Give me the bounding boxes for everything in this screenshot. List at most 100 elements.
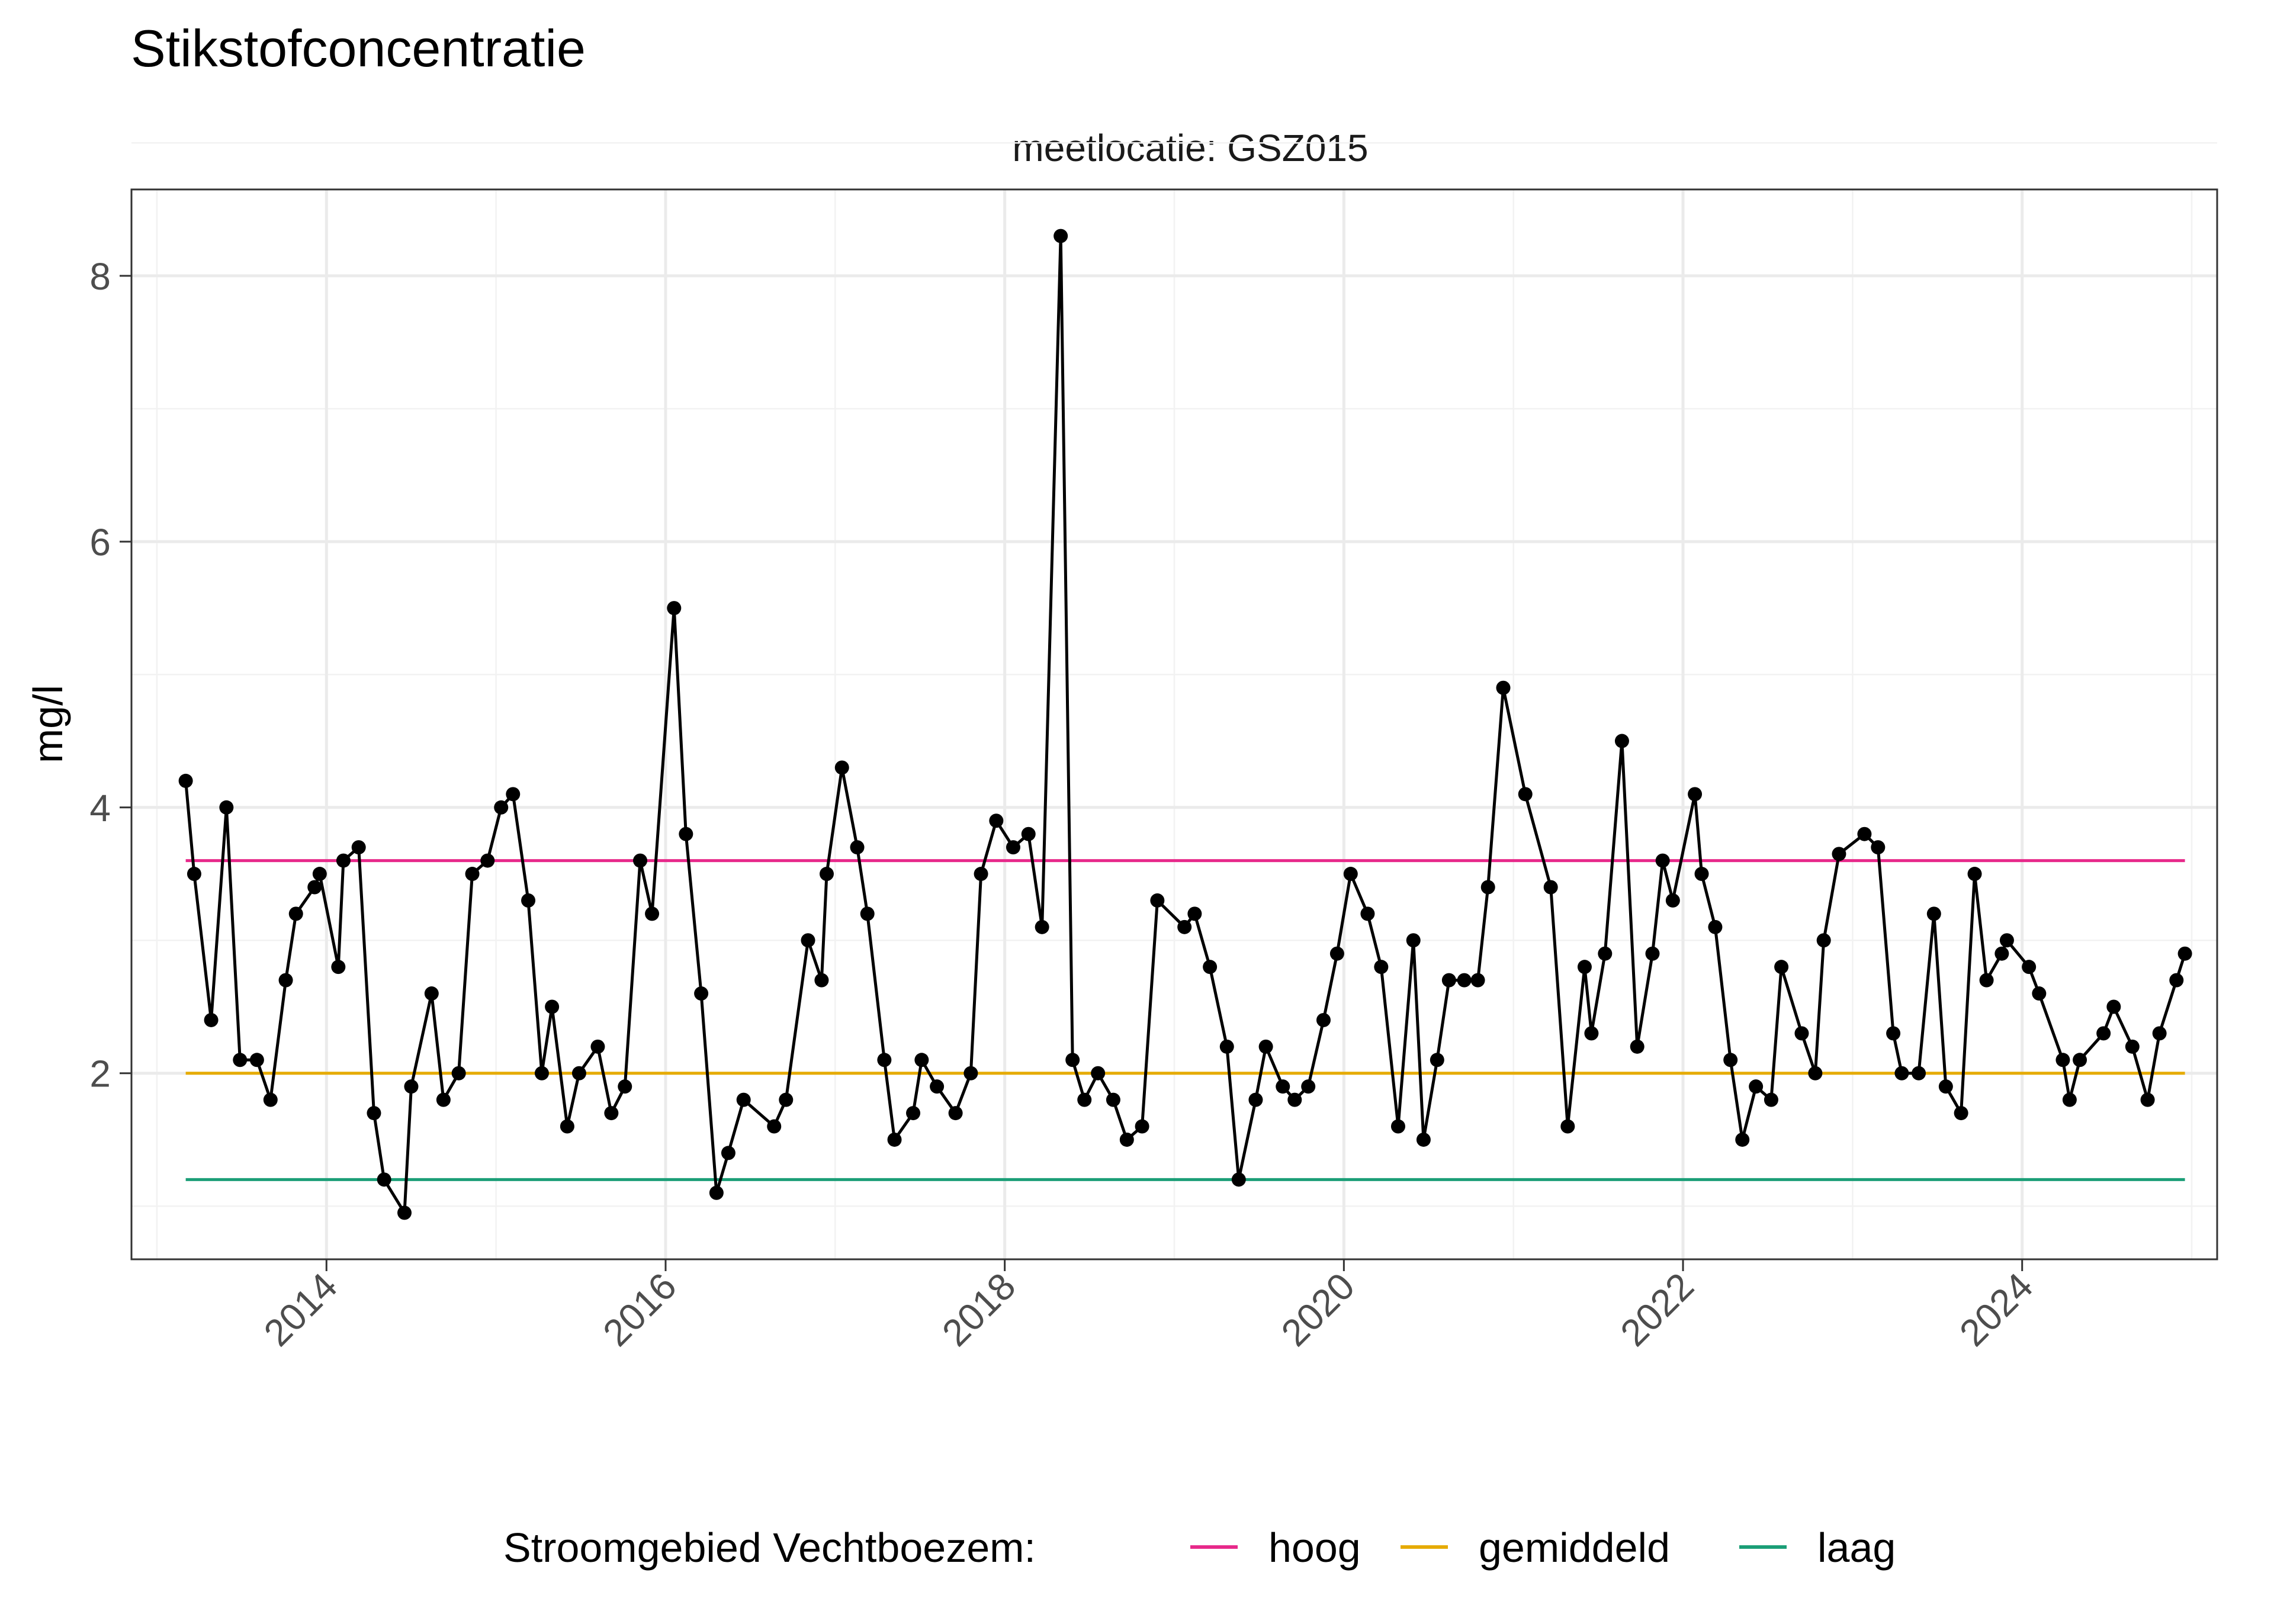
data-point <box>667 601 682 616</box>
data-point <box>367 1106 381 1121</box>
data-point <box>1979 973 1994 988</box>
data-point <box>633 853 648 868</box>
data-point <box>887 1132 902 1147</box>
data-point <box>1441 973 1456 988</box>
data-point <box>178 773 193 788</box>
data-point <box>948 1106 963 1121</box>
data-point <box>1871 840 1886 855</box>
data-point <box>834 760 849 775</box>
data-point <box>767 1119 782 1134</box>
data-point <box>850 840 865 855</box>
data-point <box>1808 1066 1823 1080</box>
x-tick-label: 2024 <box>1951 1265 2041 1355</box>
data-point <box>494 800 509 815</box>
data-point <box>1316 1012 1331 1027</box>
data-point <box>2096 1026 2111 1041</box>
data-point <box>263 1092 278 1107</box>
data-point <box>1708 919 1723 934</box>
data-point <box>1329 946 1344 961</box>
data-point <box>1231 1172 1246 1187</box>
data-point <box>2032 986 2047 1001</box>
data-point <box>1749 1079 1764 1094</box>
data-point <box>1065 1053 1080 1067</box>
data-point <box>1886 1026 1901 1041</box>
data-point <box>1926 906 1941 921</box>
chart-subtitle: meetlocatie: GSZ015 <box>1012 127 1368 169</box>
data-point <box>1203 960 1218 975</box>
data-point <box>1735 1132 1750 1147</box>
data-point <box>1406 933 1421 948</box>
data-point <box>336 853 351 868</box>
data-point <box>1390 1119 1405 1134</box>
data-point <box>2055 1053 2070 1067</box>
data-point <box>801 933 815 948</box>
data-point <box>963 1066 978 1080</box>
data-point <box>1954 1106 1968 1121</box>
data-point <box>424 986 439 1001</box>
data-point <box>1832 847 1846 861</box>
x-tick-label: 2022 <box>1612 1265 1702 1355</box>
data-point <box>249 1053 264 1067</box>
data-point <box>2125 1039 2140 1054</box>
data-point <box>397 1205 412 1220</box>
legend-label-hoog: hoog <box>1268 1525 1361 1571</box>
data-point <box>645 906 660 921</box>
data-point <box>1994 946 2009 961</box>
chart-title: Stikstofconcentratie <box>131 19 586 78</box>
data-point <box>820 867 834 882</box>
data-point <box>1106 1092 1120 1107</box>
data-point <box>1360 906 1375 921</box>
data-point <box>736 1092 751 1107</box>
legend-title: Stroomgebied Vechtboezem: <box>503 1525 1036 1571</box>
data-point <box>545 999 560 1014</box>
y-tick-label: 2 <box>89 1053 111 1095</box>
data-point <box>914 1053 929 1067</box>
data-point <box>694 986 709 1001</box>
data-point <box>1287 1092 1302 1107</box>
data-point <box>2073 1053 2087 1067</box>
data-point <box>560 1119 574 1134</box>
data-point <box>1301 1079 1316 1094</box>
data-point <box>709 1185 724 1200</box>
data-point <box>2177 946 2192 961</box>
data-point <box>1150 893 1165 908</box>
series <box>178 229 2192 1220</box>
data-point <box>1816 933 1831 948</box>
data-point <box>312 867 327 882</box>
data-point <box>377 1172 391 1187</box>
plot-panel-border <box>130 188 2218 1260</box>
data-point <box>604 1106 619 1121</box>
data-point <box>1091 1066 1106 1080</box>
data-point <box>1054 229 1068 243</box>
data-point <box>721 1146 735 1160</box>
data-point <box>1496 680 1511 695</box>
y-axis-title: mg/l <box>25 685 71 763</box>
data-point <box>506 787 521 802</box>
data-point <box>1276 1079 1290 1094</box>
data-point <box>1187 906 1202 921</box>
x-tick-label: 2014 <box>256 1265 346 1355</box>
data-point <box>1470 973 1485 988</box>
data-point <box>1430 1053 1444 1067</box>
data-point <box>465 867 480 882</box>
data-point <box>2062 1092 2077 1107</box>
data-point <box>1258 1039 1273 1054</box>
data-point <box>590 1039 605 1054</box>
data-point <box>2152 1026 2167 1041</box>
data-point <box>219 800 234 815</box>
data-point <box>521 893 536 908</box>
data-point <box>1630 1039 1645 1054</box>
data-point <box>1135 1119 1149 1134</box>
data-point <box>1480 880 1495 895</box>
data-point <box>1655 853 1670 868</box>
data-point <box>906 1106 921 1121</box>
data-point <box>1688 787 1703 802</box>
data-point <box>618 1079 632 1094</box>
data-point <box>1077 1092 1092 1107</box>
data-point <box>2140 1092 2155 1107</box>
y-tick-label: 6 <box>89 521 111 564</box>
data-point <box>1560 1119 1575 1134</box>
data-point <box>679 827 693 841</box>
reference-lines <box>185 859 2185 1181</box>
